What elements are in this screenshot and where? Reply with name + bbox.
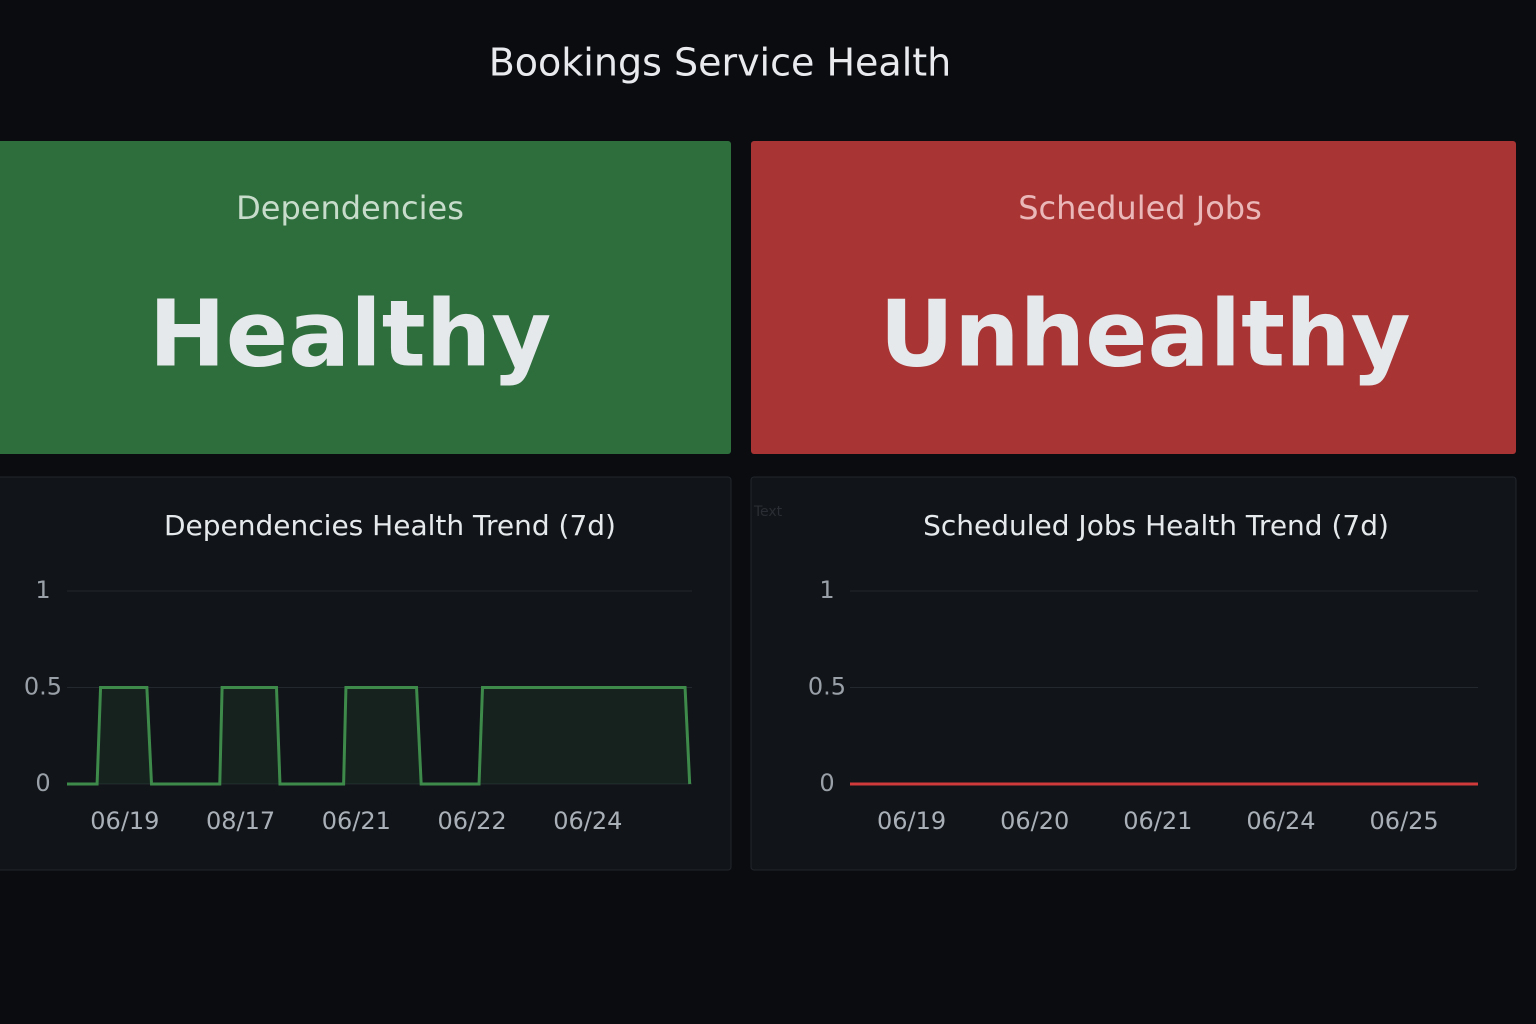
- panel-label: Scheduled Jobs: [1018, 189, 1262, 227]
- x-tick-label: 06/19: [90, 807, 159, 835]
- y-tick-label: 0.5: [24, 673, 62, 701]
- x-tick-label: 06/25: [1370, 807, 1439, 835]
- y-tick-label: 0: [819, 769, 834, 797]
- y-tick-label: 1: [35, 576, 50, 604]
- dashboard-title: Bookings Service Health: [489, 41, 952, 85]
- x-tick-label: 06/19: [877, 807, 946, 835]
- status-panel: [0, 141, 731, 454]
- y-tick-label: 0.5: [808, 673, 846, 701]
- panel-label: Dependencies: [236, 189, 464, 227]
- chart-title: Dependencies Health Trend (7d): [164, 509, 616, 542]
- panel-status: Healthy: [149, 280, 551, 387]
- x-tick-label: 08/17: [206, 807, 275, 835]
- x-tick-label: 06/22: [438, 807, 507, 835]
- line: [67, 686, 692, 786]
- stray-label: Text: [753, 504, 783, 520]
- chart-panel: [750, 476, 1517, 871]
- x-tick-label: 06/24: [553, 807, 622, 835]
- x-tick-label: 06/24: [1246, 807, 1315, 835]
- y-tick-label: 1: [819, 576, 834, 604]
- y-tick-label: 0: [35, 769, 50, 797]
- panel-status: Unhealthy: [879, 280, 1410, 387]
- chart-title: Scheduled Jobs Health Trend (7d): [923, 509, 1389, 542]
- x-tick-label: 06/20: [1000, 807, 1069, 835]
- x-tick-label: 06/21: [322, 807, 391, 835]
- chart-panel: [0, 476, 732, 871]
- status-panel: [751, 141, 1516, 454]
- x-tick-label: 06/21: [1123, 807, 1192, 835]
